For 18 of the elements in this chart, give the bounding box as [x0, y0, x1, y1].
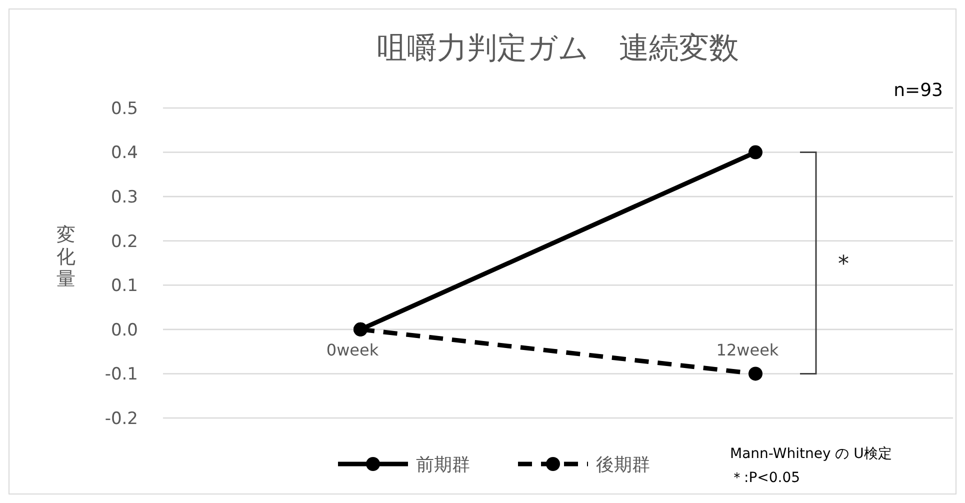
text: ＊:P<0.05 [730, 470, 800, 486]
y-axis-title: 変化量 [56, 224, 76, 290]
y-tick-label: 0.1 [110, 276, 138, 296]
y-tick-label: -0.1 [104, 364, 138, 385]
y-tick-label: 0.4 [110, 143, 138, 164]
text: Mann-Whitney の U検定 [730, 446, 892, 462]
text: n=93 [894, 80, 943, 101]
chart-title: 咀嚼力判定ガム 連続変数 [377, 31, 739, 66]
x-tick-label: 12week [716, 340, 780, 360]
y-tick-label: 0.5 [110, 98, 138, 119]
y-tick-label: 0.0 [110, 320, 138, 340]
x-tick-label: 0week [326, 340, 380, 360]
legend-label: 前期群 [416, 454, 470, 476]
y-tick-label: -0.2 [104, 408, 138, 429]
y-tick-label: 0.2 [110, 232, 138, 252]
legend-label: 後期群 [596, 454, 650, 476]
y-tick-label: 0.3 [110, 188, 138, 208]
annotation: * [838, 252, 849, 277]
